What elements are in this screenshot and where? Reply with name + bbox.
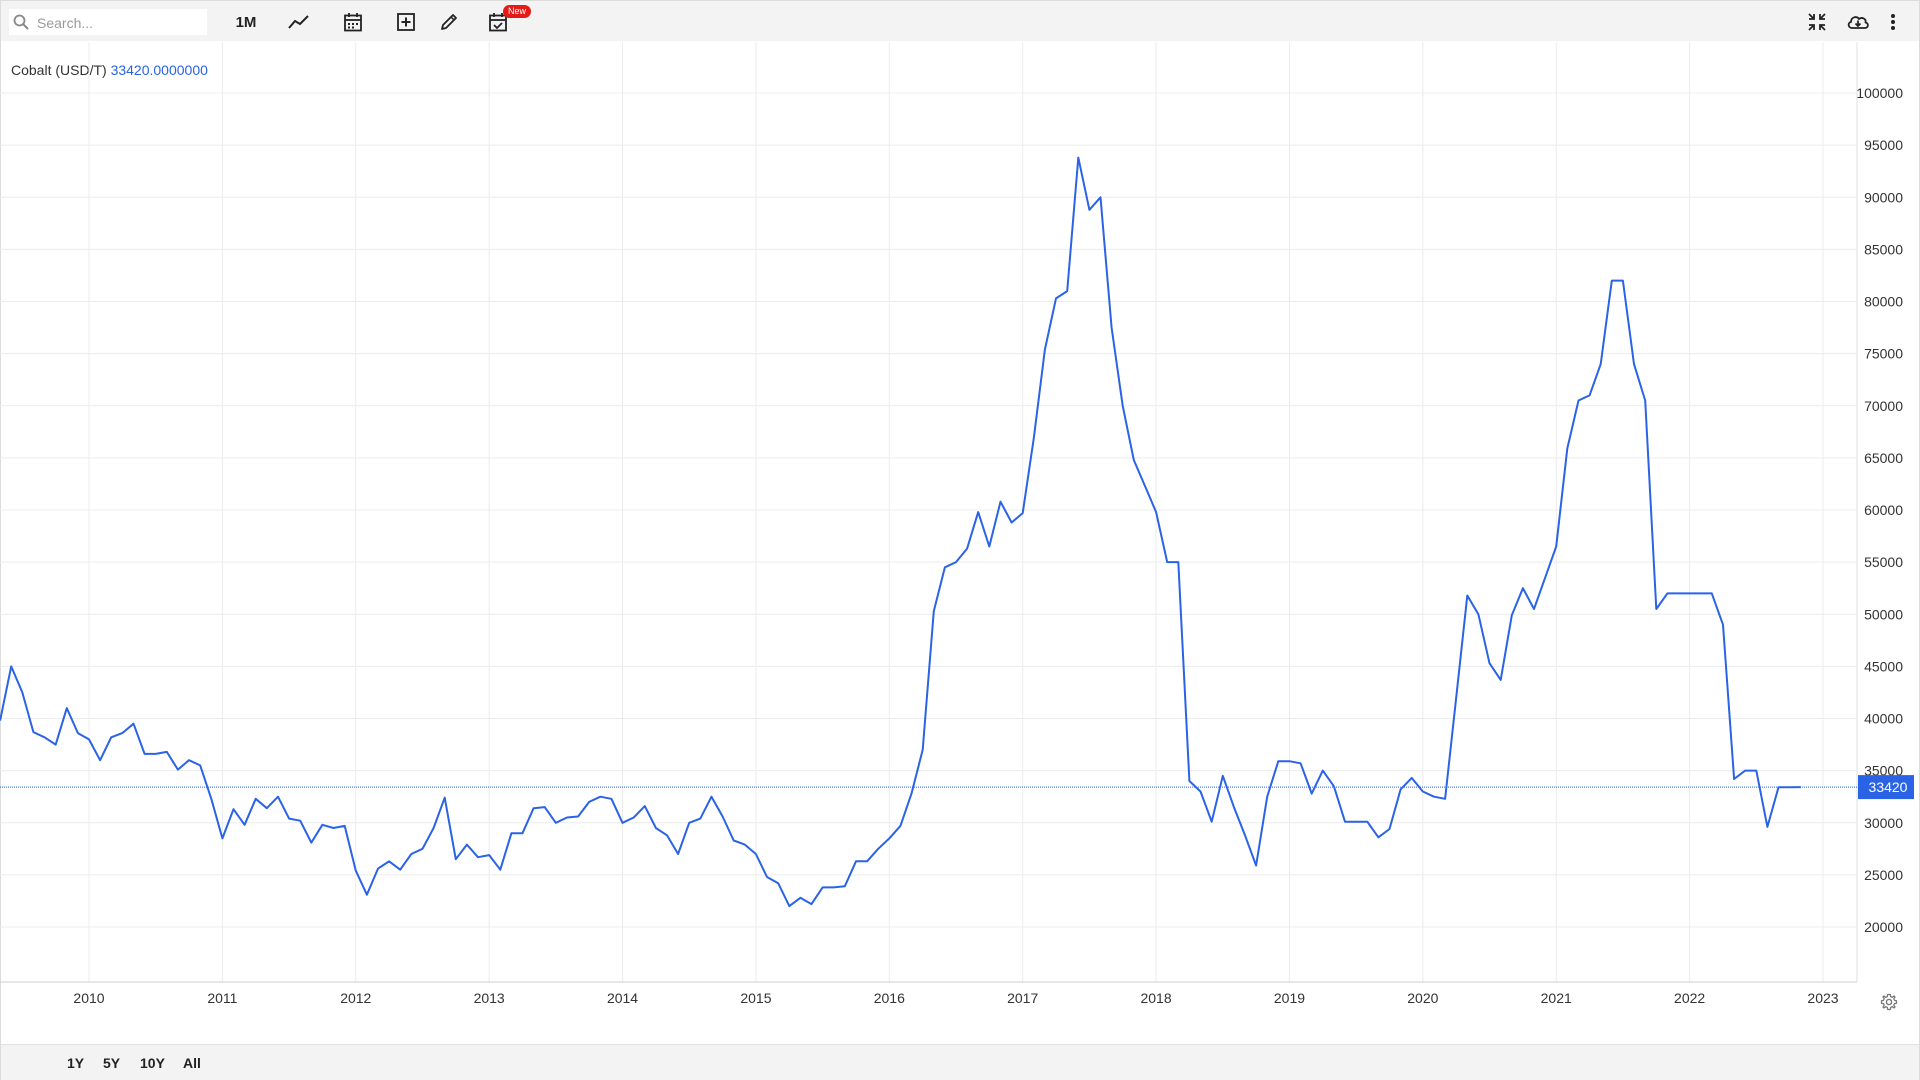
y-tick-label: 30000 [1864,815,1903,831]
y-tick-label: 40000 [1864,711,1903,727]
y-tick-label: 90000 [1864,189,1903,205]
series-name: Cobalt (USD/T) [11,62,107,78]
date-range-button[interactable] [340,9,366,35]
new-badge: New [503,5,532,18]
add-indicator-button[interactable] [393,9,419,35]
events-button[interactable] [485,9,511,35]
y-tick-label: 85000 [1864,241,1903,257]
add-indicator-icon [397,13,415,31]
y-tick-label: 80000 [1864,294,1903,310]
last-value-label: 33420 [1869,779,1908,795]
range-selector-bar: 1Y 5Y 10Y All [1,1044,1919,1080]
search-input[interactable] [35,12,207,34]
y-tick-label: 65000 [1864,450,1903,466]
range-10y-button[interactable]: 10Y [140,1055,165,1071]
calendar-check-icon [489,13,507,32]
range-all-button[interactable]: All [183,1055,201,1071]
x-tick-label: 2020 [1407,990,1438,1006]
interval-button[interactable]: 1M [235,13,257,31]
y-tick-label: 95000 [1864,137,1903,153]
line-chart: 20000 25000 30000 35000 40000 45000 50000 55000… [0,42,1914,1006]
x-tick-label: 2015 [740,990,771,1006]
calendar-icon [344,13,362,32]
range-5y-button[interactable]: 5Y [103,1055,121,1071]
line-chart-icon [288,15,309,29]
search-box[interactable] [9,9,207,35]
last-value-tag [1858,775,1914,800]
x-tick-label: 2016 [874,990,905,1006]
x-tick-label: 2011 [207,990,237,1006]
pencil-icon [441,14,457,30]
y-tick-label: 25000 [1864,867,1903,883]
y-tick-label: 75000 [1864,346,1903,362]
y-tick-label: 70000 [1864,398,1903,414]
series-line [0,156,1801,908]
x-tick-label: 2022 [1674,990,1705,1006]
x-tick-label: 2019 [1274,990,1305,1006]
x-tick-label: 2023 [1807,990,1838,1006]
x-tick-label: 2017 [1007,990,1038,1006]
more-vertical-icon [1891,14,1895,30]
y-tick-label: 60000 [1864,502,1903,518]
collapse-button[interactable] [1804,9,1830,35]
y-tick-label: 35000 [1864,763,1903,779]
x-tick-label: 2012 [340,990,371,1006]
download-button[interactable] [1844,9,1872,35]
y-tick-label: 50000 [1864,606,1903,622]
x-tick-label: 2013 [474,990,505,1006]
range-1y-button[interactable]: 1Y [67,1055,85,1071]
x-tick-label: 2018 [1140,990,1171,1006]
chart-settings-button[interactable] [1880,993,1898,1016]
y-tick-label: 55000 [1864,554,1903,570]
series-value: 33420.0000000 [110,62,208,78]
series-legend: Cobalt (USD/T) 33420.0000000 [11,62,208,78]
more-button[interactable] [1886,9,1900,35]
toolbar: 1M [1,1,1919,41]
collapse-icon [1808,13,1826,31]
y-tick-label: 100000 [1856,85,1903,101]
search-icon [13,14,29,30]
cloud-download-icon [1847,16,1869,29]
x-tick-label: 2014 [607,990,638,1006]
draw-button[interactable] [436,9,462,35]
y-tick-label: 20000 [1864,919,1903,935]
chart-type-button[interactable] [286,9,312,35]
x-tick-label: 2010 [73,990,104,1006]
gear-icon [1880,993,1898,1011]
x-tick-label: 2021 [1541,990,1572,1006]
y-tick-label: 45000 [1864,658,1903,674]
